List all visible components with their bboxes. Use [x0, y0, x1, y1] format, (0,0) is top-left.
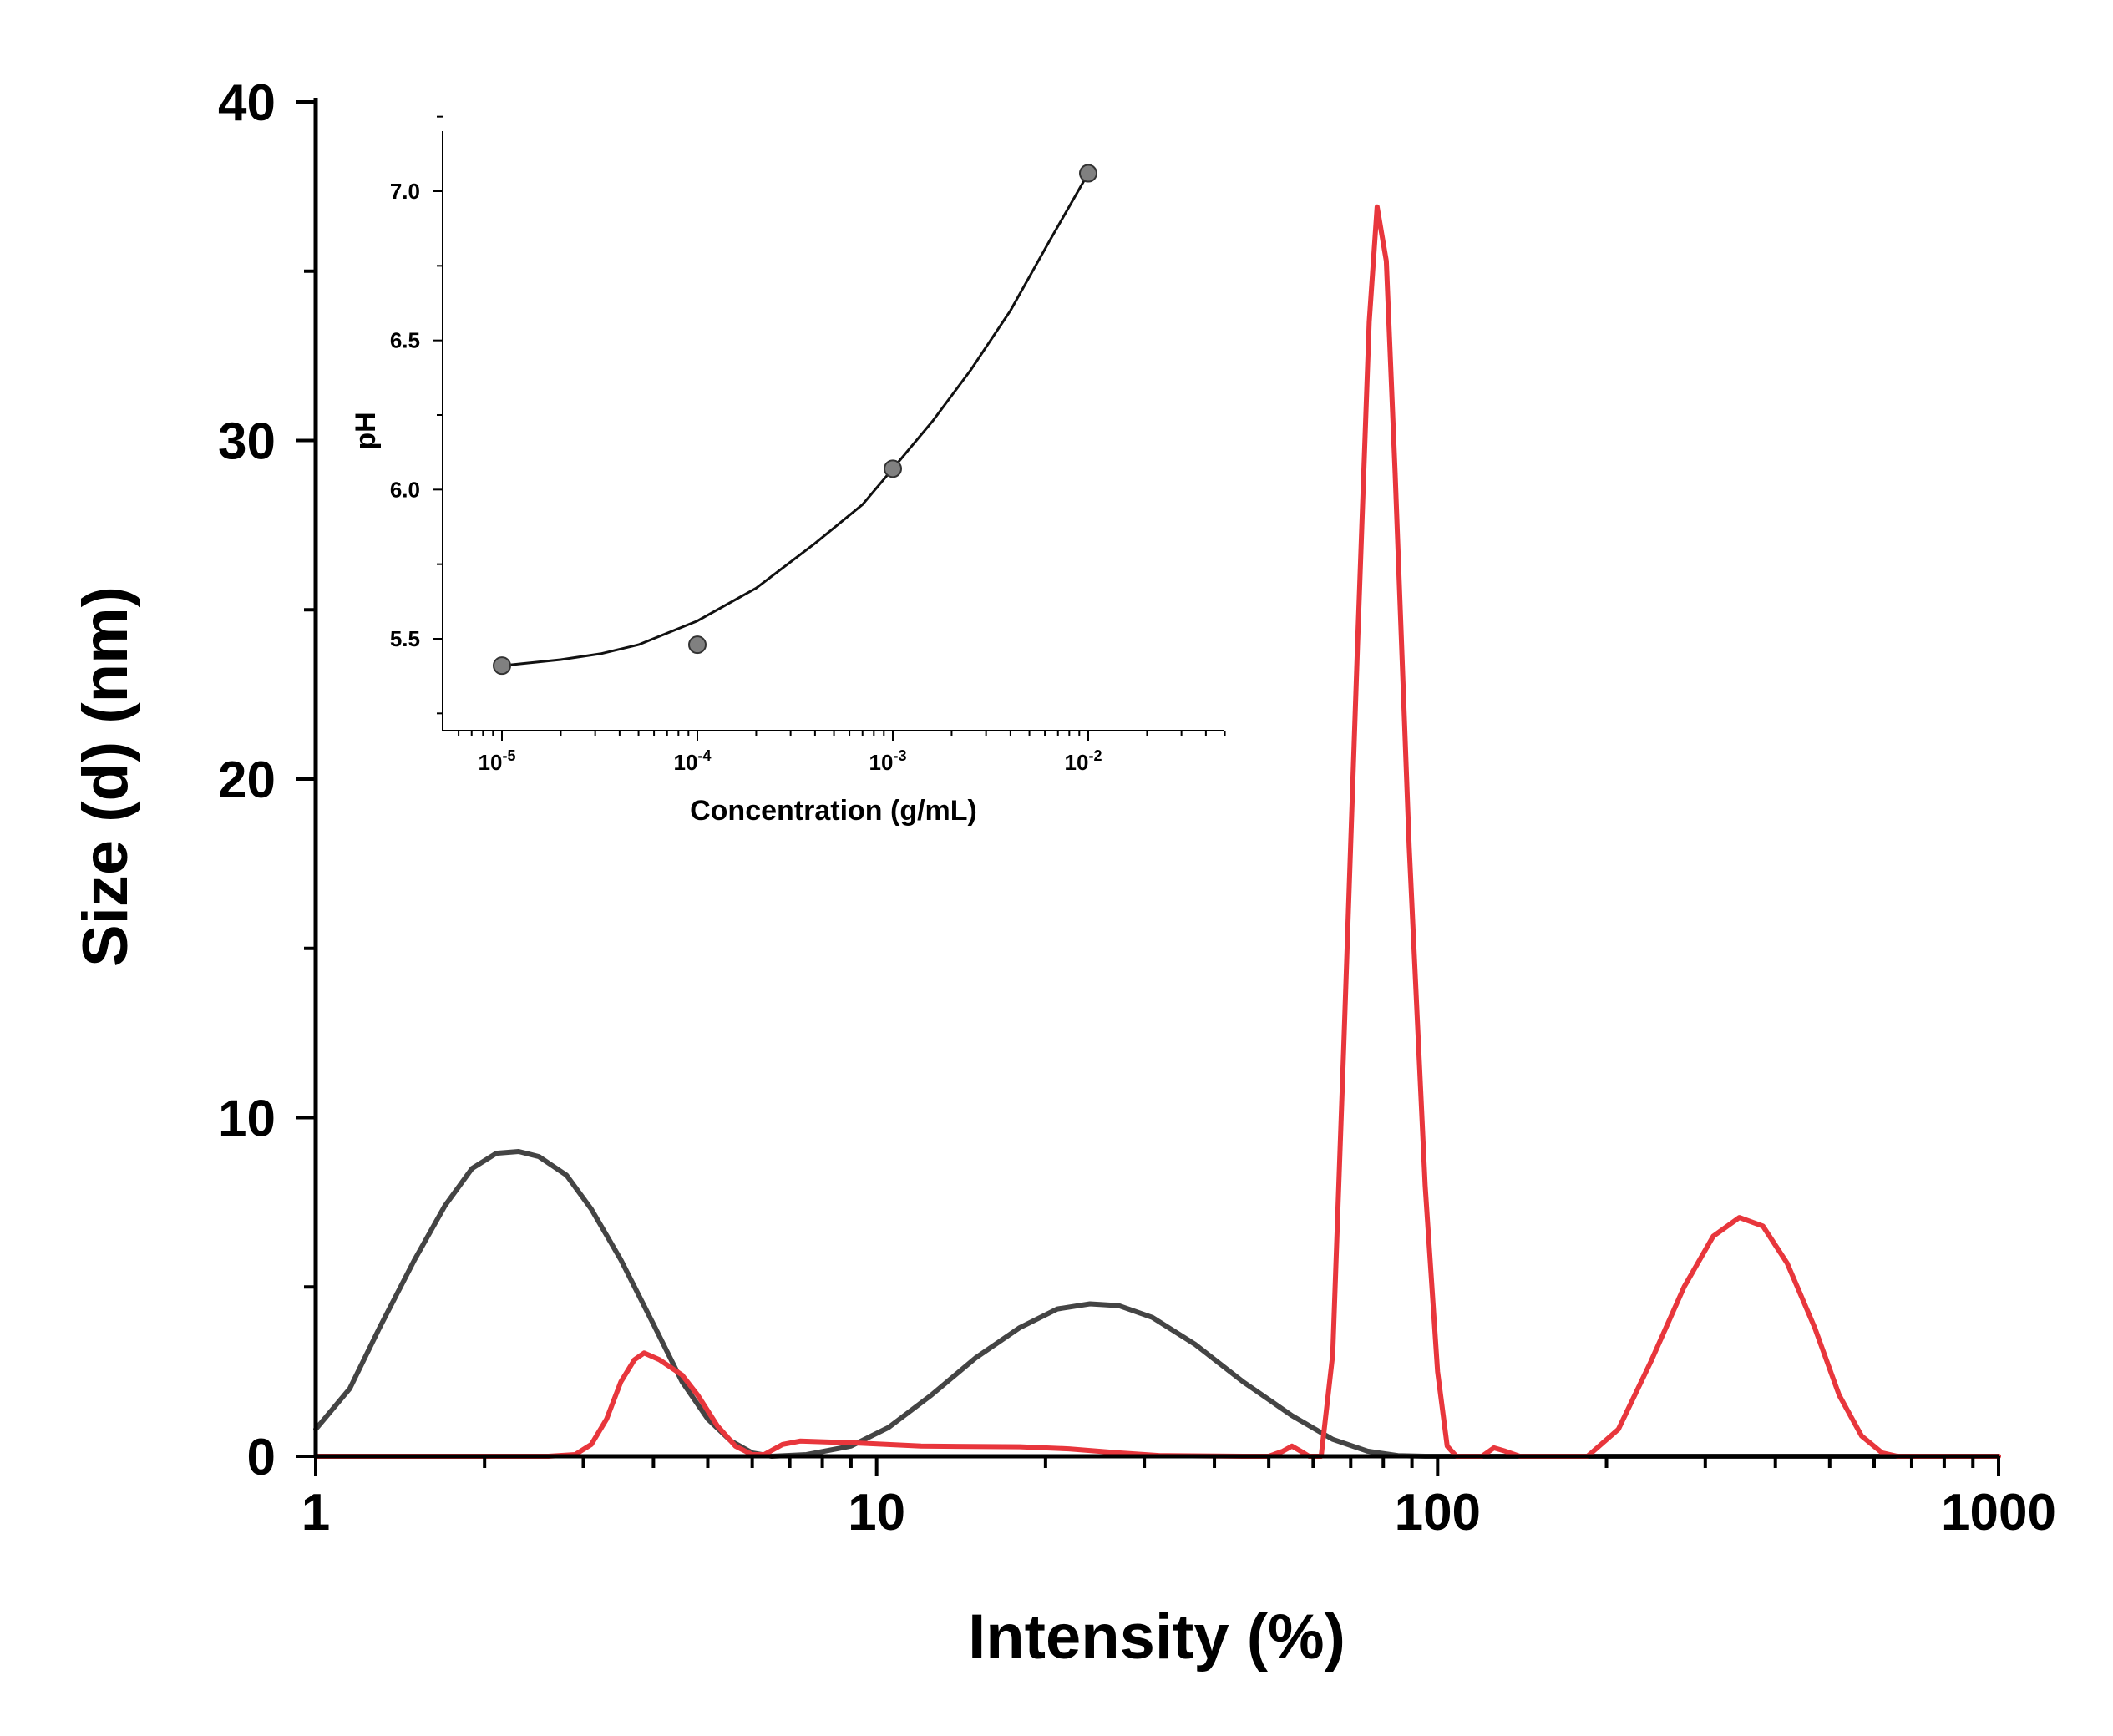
main-y-tick-label: 0: [247, 1429, 276, 1486]
main-y-tick-label: 20: [218, 752, 276, 809]
inset-x-tick-label: 10-2: [1065, 747, 1102, 775]
main-y-tick-label: 10: [218, 1091, 276, 1148]
inset-data-point: [493, 656, 511, 676]
main-x-tick-label: 10: [848, 1484, 905, 1541]
inset-tick-labels-group: 10-5 10-4 10-3 10-2 5.5 6.0 6.5 7.0: [390, 179, 1102, 775]
inset-data-point: [884, 459, 902, 478]
inset-y-tick-label: 6.5: [390, 328, 420, 353]
main-y-tick-label: 40: [218, 74, 276, 132]
inset-x-tick-label: 10-5: [479, 747, 516, 775]
inset-data-point: [688, 635, 707, 655]
inset-x-axis-title: Concentration (g/mL): [690, 795, 977, 827]
main-series-line-dark-gray: [313, 1149, 2001, 1459]
main-tick-labels-group: 1 10 100 1000 0 10 20 30 40: [218, 74, 2056, 1541]
main-x-axis-title: Intensity (%): [968, 1602, 1345, 1673]
main-series-group: [313, 204, 2001, 1459]
inset-fit-group: [501, 172, 1090, 667]
inset-y-tick-label: 5.5: [390, 626, 420, 651]
inset-x-tick-label: 10-4: [674, 747, 712, 775]
inset-chart: 10-5 10-4 10-3 10-2 5.5 6.0 6.5 7.0 Concentrati…: [350, 115, 1226, 827]
main-x-tick-label: 1000: [1941, 1484, 2056, 1541]
main-y-axis-title: Size (d) (nm): [70, 586, 141, 967]
main-y-tick-label: 30: [218, 413, 276, 471]
inset-data-point: [1079, 164, 1097, 183]
inset-ticks-group: [433, 115, 1226, 741]
main-x-tick-label: 1: [301, 1484, 330, 1541]
main-chart: 1 10 100 1000 0 10 20 30 40 Intensity (%) Size (…: [70, 74, 2056, 1673]
main-x-tick-label: 100: [1395, 1484, 1481, 1541]
inset-fit-curve: [501, 172, 1090, 667]
main-series-line-red: [313, 204, 2001, 1459]
inset-y-axis-title: pH: [350, 412, 382, 449]
inset-points-group: [493, 164, 1097, 676]
inset-y-tick-label: 6.0: [390, 477, 420, 502]
inset-y-tick-label: 7.0: [390, 179, 420, 204]
inset-x-tick-label: 10-3: [869, 747, 907, 775]
main-ticks-group: [296, 100, 2000, 1476]
